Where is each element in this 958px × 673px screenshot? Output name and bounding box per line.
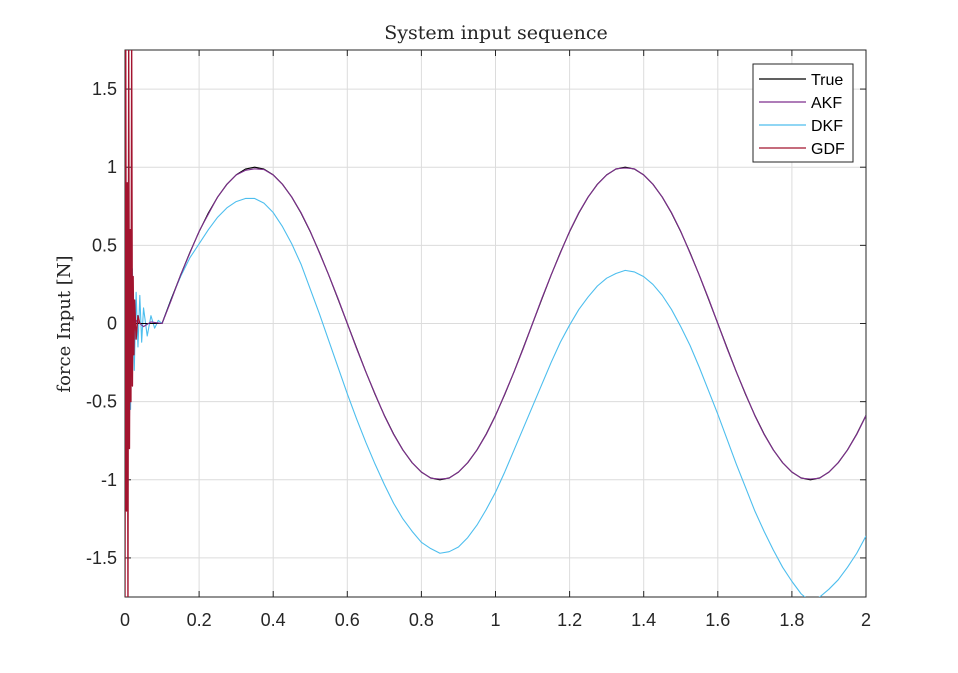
x-tick-label: 2 xyxy=(861,610,871,630)
legend-label-dkf: DKF xyxy=(811,118,843,135)
legend-label-gdf: GDF xyxy=(811,141,845,158)
x-tick-label: 1.4 xyxy=(631,610,656,630)
x-tick-label: 0.2 xyxy=(187,610,212,630)
series-line-gdf xyxy=(125,50,141,597)
legend-label-true: True xyxy=(811,72,843,89)
legend-box xyxy=(752,63,854,163)
x-tick-label: 1 xyxy=(490,610,500,630)
y-tick-label: 0.5 xyxy=(92,235,117,255)
y-tick-label: 1.5 xyxy=(92,79,117,99)
chart-title: System input sequence xyxy=(384,22,608,44)
legend: True AKF DKF GDF xyxy=(752,63,854,163)
y-tick-label: -1.5 xyxy=(86,548,117,568)
x-tick-label: 0 xyxy=(120,610,130,630)
y-tick-label: 1 xyxy=(107,157,117,177)
x-tick-label: 0.4 xyxy=(261,610,286,630)
series-line-akf xyxy=(125,135,866,481)
legend-entries: True AKF DKF GDF xyxy=(759,72,845,158)
x-tick-label: 1.2 xyxy=(557,610,582,630)
x-tick-label: 1.8 xyxy=(779,610,804,630)
y-tick-label: -1 xyxy=(101,470,117,490)
y-tick-label: -0.5 xyxy=(86,392,117,412)
x-tick-label: 1.6 xyxy=(705,610,730,630)
legend-label-akf: AKF xyxy=(811,95,842,112)
y-axis-label: force Input [N] xyxy=(54,255,75,392)
y-tick-label: 0 xyxy=(107,314,117,334)
x-tick-label: 0.6 xyxy=(335,610,360,630)
series-layer xyxy=(125,50,866,597)
x-tick-label: 0.8 xyxy=(409,610,434,630)
